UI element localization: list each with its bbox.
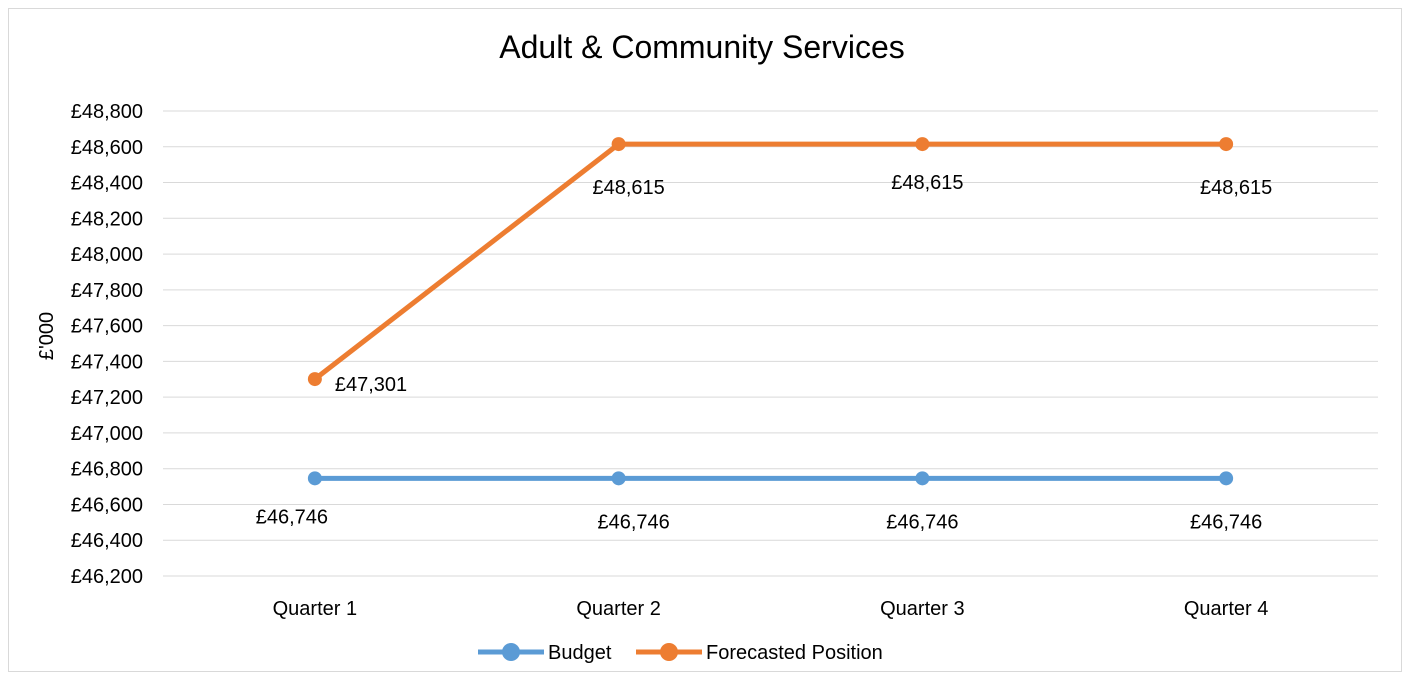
data-point bbox=[611, 471, 626, 486]
y-tick-label: £47,600 bbox=[71, 316, 143, 338]
data-label: £48,615 bbox=[891, 172, 963, 194]
series-forecasted-position: £47,301 £48,615 £48,615 £48,615 bbox=[307, 137, 1272, 396]
series-budget: £46,746 £46,746 £46,746 £46,746 bbox=[256, 471, 1262, 533]
data-point bbox=[307, 372, 322, 387]
y-tick-label: £46,200 bbox=[71, 566, 143, 588]
legend-label: Forecasted Position bbox=[706, 642, 883, 664]
data-point bbox=[611, 137, 626, 152]
legend-marker bbox=[660, 643, 678, 661]
x-tick-label: Quarter 2 bbox=[576, 598, 660, 620]
y-tick-label: £48,400 bbox=[71, 173, 143, 195]
y-axis-ticks: £46,200 £46,400 £46,600 £46,800 £47,000 £47,2… bbox=[71, 101, 143, 588]
chart-frame bbox=[8, 8, 1402, 672]
y-tick-label: £46,600 bbox=[71, 494, 143, 516]
data-label: £46,746 bbox=[1190, 511, 1262, 533]
chart-title: Adult & Community Services bbox=[499, 29, 904, 65]
x-axis-ticks: Quarter 1 Quarter 2 Quarter 3 Quarter 4 bbox=[273, 598, 1269, 620]
gridlines bbox=[163, 110, 1378, 577]
data-point bbox=[307, 471, 322, 486]
series-line bbox=[312, 141, 1229, 382]
data-label: £46,746 bbox=[256, 506, 328, 528]
x-tick-label: Quarter 3 bbox=[880, 598, 964, 620]
x-tick-label: Quarter 4 bbox=[1184, 598, 1268, 620]
x-tick-label: Quarter 1 bbox=[273, 598, 357, 620]
data-point bbox=[915, 137, 930, 152]
legend: Budget Forecasted Position bbox=[478, 642, 883, 664]
data-label: £48,615 bbox=[592, 177, 664, 199]
y-tick-label: £47,800 bbox=[71, 280, 143, 302]
data-point bbox=[915, 471, 930, 486]
data-label: £48,615 bbox=[1200, 177, 1272, 199]
data-point bbox=[1219, 137, 1234, 152]
y-tick-label: £48,800 bbox=[71, 101, 143, 123]
legend-item: Forecasted Position bbox=[636, 642, 883, 664]
legend-item: Budget bbox=[478, 642, 612, 664]
y-tick-label: £47,400 bbox=[71, 351, 143, 373]
y-tick-label: £48,600 bbox=[71, 137, 143, 159]
y-tick-label: £46,400 bbox=[71, 530, 143, 552]
data-label: £46,746 bbox=[886, 511, 958, 533]
y-tick-label: £48,200 bbox=[71, 208, 143, 230]
legend-marker bbox=[502, 643, 520, 661]
y-tick-label: £48,000 bbox=[71, 244, 143, 266]
y-tick-label: £47,200 bbox=[71, 387, 143, 409]
y-axis-label: £'000 bbox=[36, 312, 58, 360]
data-label: £46,746 bbox=[597, 511, 669, 533]
y-tick-label: £46,800 bbox=[71, 459, 143, 481]
legend-label: Budget bbox=[548, 642, 612, 664]
data-point bbox=[1219, 471, 1234, 486]
series-group: £46,746 £46,746 £46,746 £46,746 £47,301 £48,6… bbox=[256, 137, 1272, 533]
data-label: £47,301 bbox=[335, 374, 407, 396]
y-tick-label: £47,000 bbox=[71, 423, 143, 445]
